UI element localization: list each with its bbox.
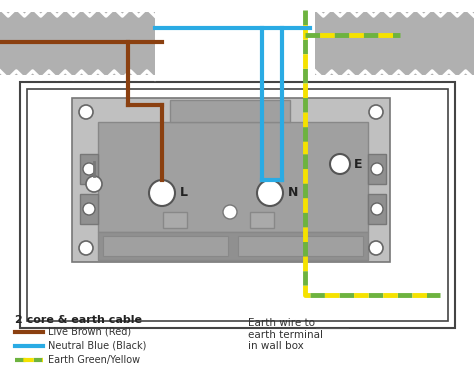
Bar: [315, 12, 474, 75]
Circle shape: [369, 241, 383, 255]
Circle shape: [330, 154, 350, 174]
Bar: [27, 89, 448, 321]
Text: L: L: [180, 186, 188, 200]
Circle shape: [79, 105, 93, 119]
Text: N: N: [288, 186, 298, 200]
Text: Neutral Blue (Black): Neutral Blue (Black): [48, 341, 146, 351]
Circle shape: [257, 180, 283, 206]
Bar: [72, 98, 390, 262]
Bar: [80, 194, 98, 224]
Circle shape: [371, 203, 383, 215]
Bar: [368, 154, 386, 184]
Bar: [98, 122, 368, 232]
Bar: [80, 154, 98, 184]
Text: E: E: [354, 158, 363, 170]
Circle shape: [83, 163, 95, 175]
Circle shape: [223, 205, 237, 219]
Text: Earth Green/Yellow: Earth Green/Yellow: [48, 355, 140, 365]
Bar: [20, 82, 455, 328]
Bar: [98, 232, 368, 260]
Circle shape: [149, 180, 175, 206]
Text: 2 core & earth cable: 2 core & earth cable: [15, 315, 142, 325]
Bar: [368, 194, 386, 224]
Bar: [163, 212, 187, 228]
Circle shape: [83, 203, 95, 215]
Text: Live Brown (Red): Live Brown (Red): [48, 327, 131, 337]
Text: Earth wire to
earth terminal
in wall box: Earth wire to earth terminal in wall box: [248, 318, 323, 351]
Circle shape: [369, 105, 383, 119]
Bar: [103, 236, 228, 256]
Bar: [0, 0, 474, 80]
Bar: [0, 12, 155, 75]
Bar: [238, 236, 363, 256]
Circle shape: [86, 176, 102, 192]
Circle shape: [79, 241, 93, 255]
Bar: [170, 100, 290, 122]
Circle shape: [371, 163, 383, 175]
Bar: [250, 212, 274, 228]
